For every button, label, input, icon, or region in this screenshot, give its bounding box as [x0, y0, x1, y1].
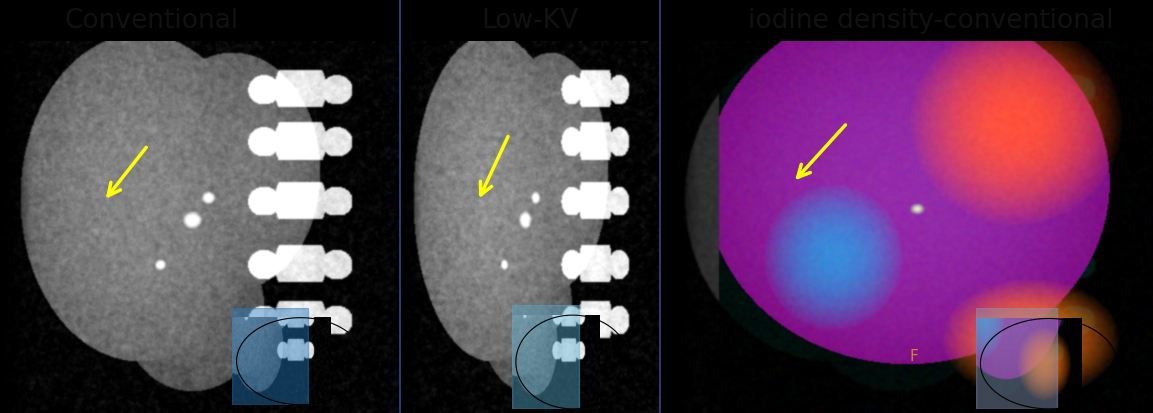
Text: Low-KV: Low-KV [482, 8, 579, 34]
Polygon shape [975, 309, 1057, 409]
Polygon shape [512, 305, 580, 409]
Text: iodine density-conventional: iodine density-conventional [748, 8, 1114, 34]
Text: F: F [910, 348, 918, 363]
Polygon shape [232, 308, 308, 405]
Text: Conventional: Conventional [65, 8, 239, 34]
